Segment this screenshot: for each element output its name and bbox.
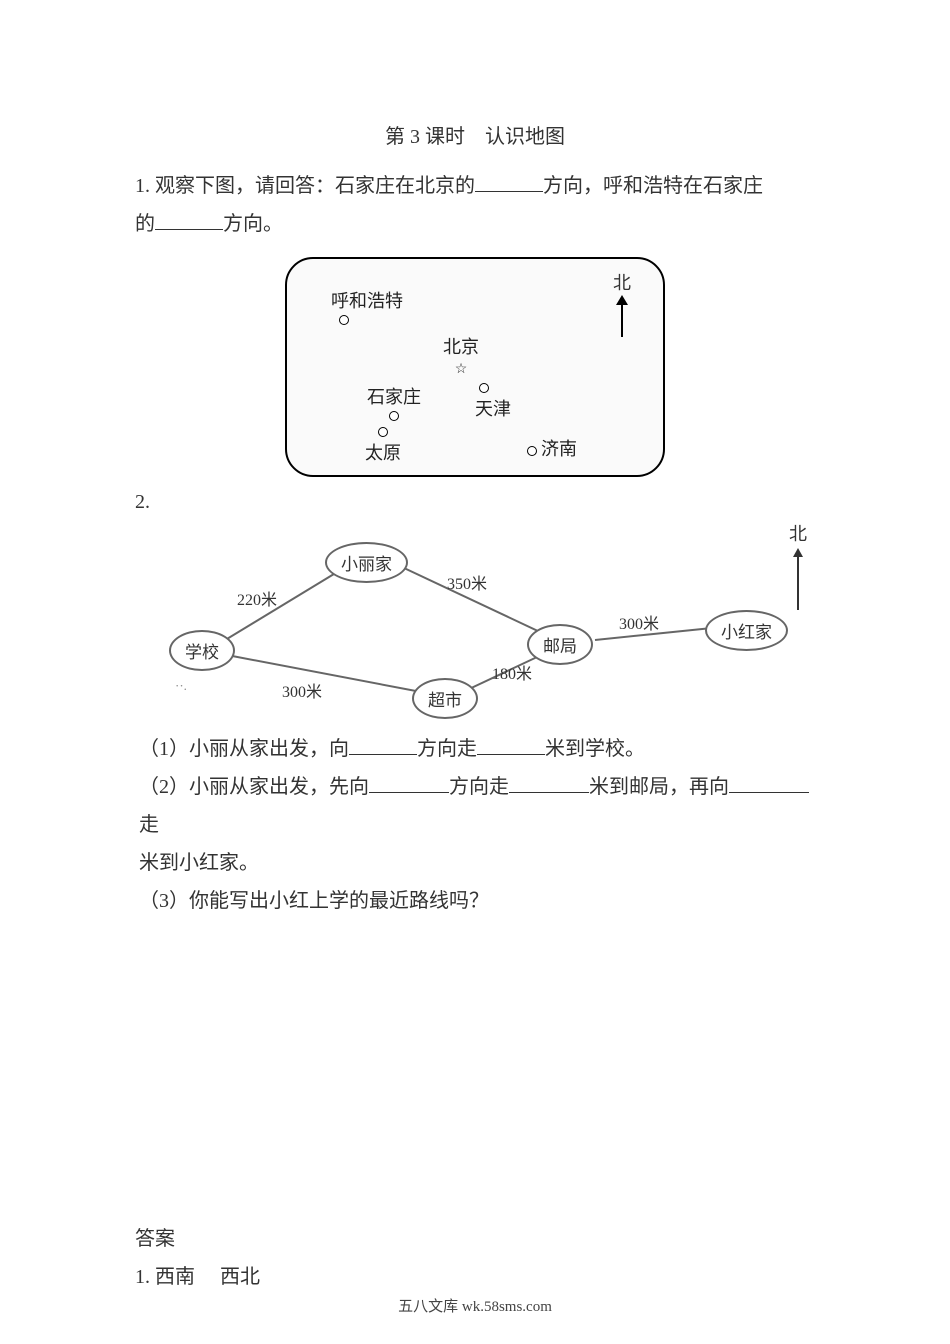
s2-blank-3 — [729, 773, 809, 793]
question-1: 1. 观察下图，请回答：石家庄在北京的 方向，呼和浩特在石家庄 — [135, 167, 815, 205]
star-icon: ☆ — [443, 361, 479, 378]
s1-text-c: 米到学校。 — [545, 738, 645, 760]
s2-blank-2 — [509, 773, 589, 793]
north-arrow-head — [616, 295, 628, 305]
s2-text-e: 米到小红家。 — [139, 852, 259, 874]
city-marker-icon — [527, 446, 537, 456]
edge-super-post: 180米 — [492, 660, 532, 684]
north-arrow-line-2 — [797, 550, 799, 610]
city-shijiazhuang: 石家庄 — [367, 383, 421, 423]
north-label: 北 — [613, 273, 631, 293]
city-jinan-label: 济南 — [541, 439, 577, 459]
q1-text-d: 方向。 — [223, 213, 283, 235]
s1-text-b: 方向走 — [417, 738, 477, 760]
city-jinan: 济南 — [527, 435, 577, 461]
node-xiaohong-home: 小红家 — [705, 610, 788, 651]
page-footer: 五八文库 wk.58sms.com — [0, 1295, 950, 1316]
decorative-dots: ··. — [175, 678, 187, 694]
map-1-container: 北 呼和浩特 北京 ☆ 石家庄 天津 太原 — [285, 257, 665, 477]
answers-label: 答案 — [135, 1220, 815, 1258]
city-tianjin-label: 天津 — [475, 399, 511, 419]
q1-blank-1 — [475, 172, 543, 192]
s2-text-a: （2）小丽从家出发，先向 — [139, 776, 369, 798]
node-xiaoli-home: 小丽家 — [325, 542, 408, 583]
lesson-title: 第 3 课时 认识地图 — [135, 120, 815, 149]
edge-post-xiaohong: 300米 — [619, 610, 659, 634]
node-post-office: 邮局 — [527, 624, 593, 665]
city-shijiazhuang-label: 石家庄 — [367, 387, 421, 407]
north-indicator: 北 — [613, 269, 631, 337]
s1-text-a: （1）小丽从家出发，向 — [139, 738, 349, 760]
city-marker-icon — [479, 383, 489, 393]
north-arrow-head-2 — [793, 548, 803, 557]
city-hohhot: 呼和浩特 — [331, 287, 403, 327]
q1-text-c: 的 — [135, 213, 155, 235]
city-taiyuan: 太原 — [365, 425, 401, 465]
city-marker-icon — [339, 315, 349, 325]
china-cities-map: 北 呼和浩特 北京 ☆ 石家庄 天津 太原 — [285, 257, 665, 477]
s1-blank-1 — [349, 735, 417, 755]
city-marker-icon — [378, 427, 388, 437]
answers-section: 答案 1. 西南 西北 — [135, 1220, 815, 1296]
edge-school-super: 300米 — [282, 678, 322, 702]
s2-text-c: 米到邮局，再向 — [589, 776, 729, 798]
s2-text-b: 方向走 — [449, 776, 509, 798]
city-marker-icon — [389, 411, 399, 421]
sub-question-2: （2）小丽从家出发，先向 方向走 米到邮局，再向走 — [135, 768, 815, 844]
city-taiyuan-label: 太原 — [365, 443, 401, 463]
sub-question-2-line2: 米到小红家。 — [135, 844, 815, 882]
city-tianjin: 天津 — [475, 381, 511, 421]
north-arrow-line — [621, 297, 623, 337]
sub-question-1: （1）小丽从家出发，向 方向走 米到学校。 — [135, 730, 815, 768]
s3-text: （3）你能写出小红上学的最近路线吗？ — [139, 890, 489, 912]
edge-xiaoli-post: 350米 — [447, 570, 487, 594]
edge-xiaoli-school: 220米 — [237, 586, 277, 610]
s2-text-d: 走 — [139, 814, 159, 836]
node-school: 学校 — [169, 630, 235, 671]
north-indicator-2: 北 — [789, 520, 807, 610]
city-hohhot-label: 呼和浩特 — [331, 291, 403, 311]
s1-blank-2 — [477, 735, 545, 755]
node-supermarket: 超市 — [412, 678, 478, 719]
q1-blank-2 — [155, 210, 223, 230]
q1-text-a: 1. 观察下图，请回答：石家庄在北京的 — [135, 175, 475, 197]
route-map: 小丽家 学校 邮局 超市 小红家 220米 350米 300米 180米 300… — [157, 520, 817, 720]
city-beijing: 北京 ☆ — [443, 333, 479, 378]
city-beijing-label: 北京 — [443, 337, 479, 357]
sub-question-3: （3）你能写出小红上学的最近路线吗？ — [135, 882, 815, 920]
question-2-number: 2. — [135, 491, 815, 514]
answer-1: 1. 西南 西北 — [135, 1258, 815, 1296]
q1-text-b: 方向，呼和浩特在石家庄 — [543, 175, 763, 197]
north-label-2: 北 — [789, 524, 807, 544]
question-1-line2: 的 方向。 — [135, 205, 815, 243]
s2-blank-1 — [369, 773, 449, 793]
